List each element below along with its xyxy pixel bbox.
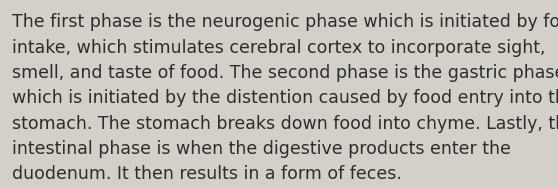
Text: intake, which stimulates cerebral cortex to incorporate sight,: intake, which stimulates cerebral cortex… (12, 39, 546, 57)
Text: smell, and taste of food. The second phase is the gastric phase,: smell, and taste of food. The second pha… (12, 64, 558, 82)
Text: duodenum. It then results in a form of feces.: duodenum. It then results in a form of f… (12, 165, 402, 183)
Text: which is initiated by the distention caused by food entry into the: which is initiated by the distention cau… (12, 89, 558, 107)
Text: intestinal phase is when the digestive products enter the: intestinal phase is when the digestive p… (12, 140, 511, 158)
Text: stomach. The stomach breaks down food into chyme. Lastly, the: stomach. The stomach breaks down food in… (12, 115, 558, 133)
Text: The first phase is the neurogenic phase which is initiated by food: The first phase is the neurogenic phase … (12, 13, 558, 31)
